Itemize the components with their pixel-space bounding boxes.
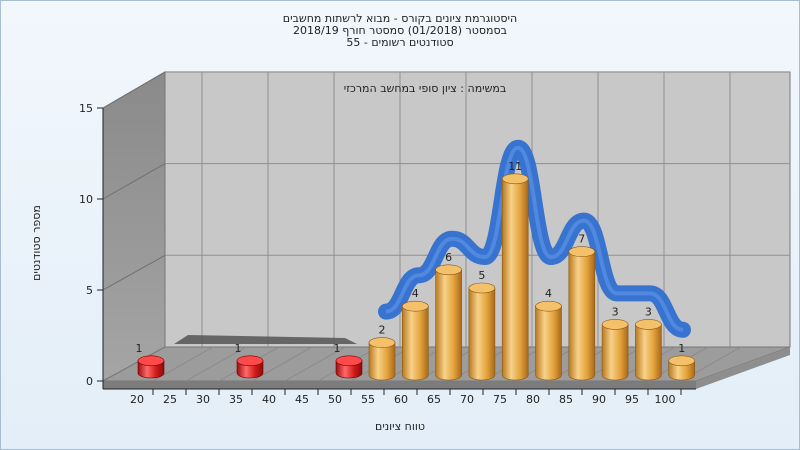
y-tick-label: 10 (79, 193, 93, 206)
bar (401, 300, 429, 381)
x-tick-label: 60 (394, 393, 408, 406)
chart-title-line-1: היסטוגרמת ציונים בקורס - מבוא לרשתות מחש… (282, 12, 518, 25)
y-gridline-side (102, 254, 166, 291)
y-tick-label: 5 (86, 284, 93, 297)
bar (435, 264, 462, 381)
x-tick-label: 75 (493, 393, 507, 406)
data-label: 11 (508, 160, 522, 173)
x-tick-label: 50 (328, 393, 342, 406)
x-axis-title: טווח ציונים (375, 420, 425, 433)
x-tick-label: 40 (262, 393, 276, 406)
bar (335, 355, 363, 379)
bar-top (635, 319, 662, 330)
x-tick-label: 90 (592, 393, 606, 406)
bar-top (568, 246, 596, 257)
x-tick-label: 35 (229, 393, 243, 406)
data-label: 5 (478, 269, 485, 282)
bar (468, 282, 496, 381)
floor-gridline (284, 346, 346, 382)
chart-subtitle: במשימה : ציון סופי במחשב המרכזי (344, 82, 507, 95)
data-label: 4 (545, 287, 552, 300)
bar-top (668, 355, 696, 367)
x-tick-label: 25 (163, 393, 177, 406)
y-axis-title: מספר סטודנטים (30, 205, 43, 281)
bar (568, 246, 596, 381)
low-range-band (174, 335, 357, 344)
x-tick-label: 95 (625, 393, 639, 406)
floor-front-edge (103, 381, 696, 389)
data-label: 3 (645, 305, 652, 318)
bar-body (468, 287, 496, 381)
y-tick-label: 0 (86, 375, 93, 388)
bar-top (501, 173, 529, 185)
bar (137, 355, 165, 379)
bar-body (501, 178, 529, 381)
x-tick-label: 55 (361, 393, 375, 406)
data-label: 6 (445, 251, 452, 264)
x-tick-label: 80 (526, 393, 540, 406)
bar-top (601, 319, 629, 330)
bar (236, 355, 264, 379)
bar-body (635, 324, 662, 381)
bar-body (535, 305, 562, 381)
bar-body (368, 342, 396, 381)
bar (668, 355, 696, 381)
bar (501, 173, 529, 381)
bar-body (668, 360, 695, 381)
trend-line-highlight (385, 145, 684, 332)
side-wall (102, 71, 166, 382)
x-tick-label: 100 (655, 393, 676, 406)
bar-top (535, 300, 562, 312)
floor-right-edge (696, 347, 790, 389)
data-label: 4 (412, 287, 419, 300)
bar (368, 337, 396, 381)
bar (635, 319, 662, 381)
y-gridline-side (102, 71, 166, 109)
x-tick-label: 85 (559, 393, 573, 406)
x-tick-label: 65 (427, 393, 441, 406)
y-gridline-side (102, 163, 166, 200)
bar-top (137, 355, 165, 367)
x-tick-label: 70 (460, 393, 474, 406)
bar-body (402, 305, 429, 381)
bar-top (368, 337, 396, 348)
chart-title-line-3: סטודנטים רשומים - 55 (346, 36, 454, 49)
data-label: 1 (136, 342, 143, 355)
data-label: 1 (334, 342, 341, 355)
data-label: 1 (235, 342, 242, 355)
x-tick-label: 45 (295, 393, 309, 406)
data-label: 1 (678, 342, 685, 355)
chart-title-line-2: בסמסטר (01/2018) סמסטר חורף 2018/19 (293, 24, 507, 37)
data-label: 3 (612, 305, 619, 318)
bar-top (435, 264, 462, 276)
floor-gridline (185, 346, 247, 382)
bar-top (236, 355, 264, 367)
bar-top (401, 300, 429, 312)
x-tick-label: 20 (130, 393, 144, 406)
bar-top (468, 282, 496, 294)
bar-body (435, 269, 462, 381)
x-tick-label: 30 (196, 393, 210, 406)
data-label: 7 (578, 233, 585, 246)
bar-body (568, 251, 596, 381)
y-tick-label: 15 (79, 102, 93, 115)
bar (601, 319, 629, 381)
bar-top (335, 355, 363, 367)
bar (535, 300, 562, 381)
data-label: 2 (379, 324, 386, 337)
bar-body (601, 324, 629, 381)
